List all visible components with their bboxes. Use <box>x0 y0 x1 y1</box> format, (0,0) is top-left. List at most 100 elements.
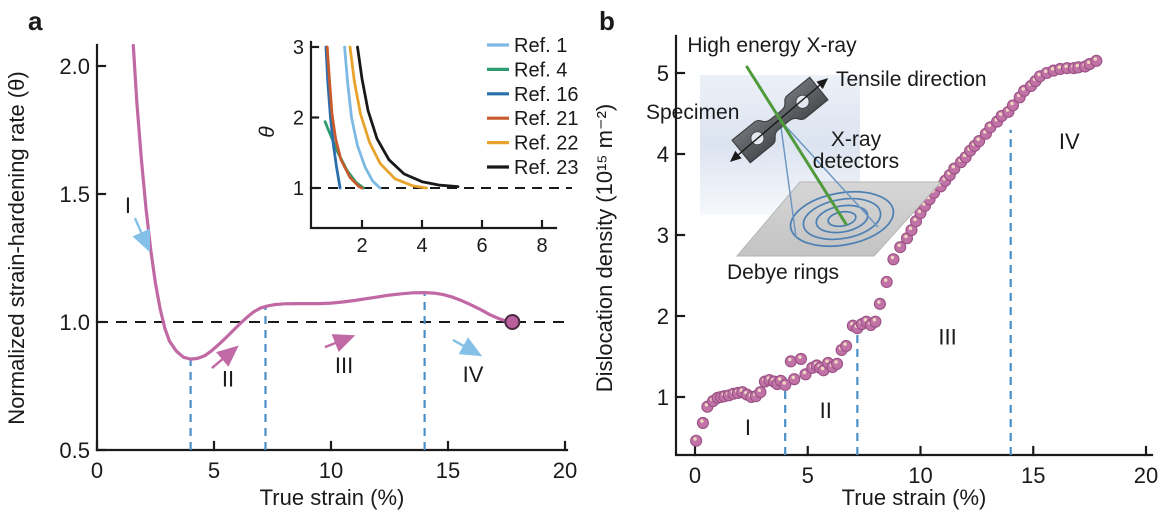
point-highlight <box>834 360 838 364</box>
dislocation-density-point <box>696 416 709 429</box>
point-highlight <box>1050 67 1055 71</box>
panel-a-x-tick-label: 15 <box>436 458 460 483</box>
xray-experiment-schematic: High energy X-ray Tensile direction Spec… <box>646 34 987 284</box>
point-highlight <box>1075 63 1080 68</box>
point-highlight <box>693 437 697 441</box>
point-highlight <box>877 300 881 304</box>
point-highlight <box>1064 64 1068 69</box>
point-highlight <box>782 381 786 385</box>
tensile-direction-label: Tensile direction <box>836 68 987 91</box>
curve-endpoint-marker <box>504 314 521 330</box>
stage-numeral: IV <box>1059 129 1080 154</box>
stage-numeral: II <box>222 366 234 391</box>
point-highlight <box>700 419 704 423</box>
legend-label: Ref. 1 <box>514 35 567 57</box>
dislocation-density-point <box>894 241 907 254</box>
stage-numeral: III <box>335 353 353 378</box>
stage-arrow <box>452 337 483 357</box>
panel-a-x-axis-title: True strain (%) <box>260 485 405 510</box>
point-highlight <box>757 388 762 393</box>
legend-label: Ref. 23 <box>514 157 578 179</box>
legend-label: Ref. 22 <box>514 133 578 155</box>
inset-y-tick-label: 3 <box>293 37 304 59</box>
point-highlight <box>791 375 795 380</box>
dislocation-density-point <box>754 386 767 399</box>
point-highlight <box>1057 65 1062 69</box>
inset-x-tick-label: 8 <box>536 235 547 257</box>
panel-b-x-tick-label: 0 <box>689 463 701 488</box>
inset-x-tick-label: 2 <box>356 235 367 257</box>
point-highlight <box>1044 69 1048 73</box>
point-highlight <box>843 342 847 346</box>
inset-curve-ref-21 <box>325 45 364 190</box>
dislocation-density-point <box>840 339 853 353</box>
stage-numeral: I <box>125 193 131 218</box>
point-highlight <box>704 403 709 407</box>
point-highlight <box>998 112 1003 116</box>
point-highlight <box>1086 60 1091 64</box>
point-highlight <box>951 165 956 169</box>
dislocation-density-point <box>1090 54 1103 67</box>
panel-b-y-tick-label: 2 <box>657 304 669 329</box>
point-highlight <box>908 226 913 231</box>
inset-x-tick-label: 4 <box>416 235 427 257</box>
stage-numeral: I <box>745 415 751 440</box>
panel-b-y-tick-label: 1 <box>657 385 669 410</box>
point-highlight <box>904 234 908 239</box>
dislocation-density-point <box>779 378 792 391</box>
stage-arrow <box>324 334 356 353</box>
point-highlight <box>820 366 825 371</box>
point-highlight <box>788 357 792 362</box>
panel-b-x-tick-label: 5 <box>802 463 814 488</box>
point-highlight <box>798 355 802 359</box>
stage-arrow <box>132 217 151 253</box>
panel-b-letter: b <box>599 6 615 36</box>
panel-b-x-tick-label: 15 <box>1021 463 1045 488</box>
panel-a-y-tick-label: 0.5 <box>59 438 90 463</box>
point-highlight <box>825 359 829 363</box>
inset-axes <box>309 40 558 230</box>
panel-a-x-tick-label: 10 <box>319 458 343 483</box>
panel-b-y-tick-label: 4 <box>657 142 669 167</box>
point-highlight <box>976 137 980 141</box>
inset-x-tick-label: 6 <box>476 235 487 257</box>
xray-detectors-label-line1: X-ray <box>831 128 882 151</box>
dislocation-density-point <box>973 134 986 148</box>
debye-rings-illustration <box>789 190 895 248</box>
dislocation-density-point <box>788 373 801 386</box>
panel-a-y-tick-label: 1.0 <box>59 310 90 335</box>
point-highlight <box>883 278 888 282</box>
panel-b-y-tick-label: 5 <box>657 61 669 86</box>
inset-curve-ref-22 <box>348 45 428 190</box>
panel-a-y-tick-label: 2.0 <box>59 54 90 79</box>
panel-a-x-tick-label: 0 <box>91 458 103 483</box>
point-highlight <box>913 217 917 222</box>
dislocation-density-point <box>1006 99 1020 112</box>
dislocation-density-point <box>880 275 893 289</box>
panel-b-x-tick-label: 10 <box>908 463 932 488</box>
dislocation-density-point <box>831 357 844 370</box>
dislocation-density-point <box>690 434 703 447</box>
panel-a-y-axis-title: Normalized strain-hardening rate (θ) <box>4 71 29 424</box>
point-highlight <box>872 318 877 322</box>
point-highlight <box>1010 101 1014 106</box>
dislocation-density-point <box>887 253 900 266</box>
inset-curve-ref-23 <box>356 45 460 188</box>
legend-label: Ref. 21 <box>514 108 578 130</box>
panel-b-y-tick-label: 3 <box>657 223 669 248</box>
strain-hardening-curve <box>131 43 514 361</box>
xray-detectors-label-line2: detectors <box>813 150 899 173</box>
panel-a-x-tick-label: 5 <box>208 458 220 483</box>
panel-b-x-tick-label: 20 <box>1134 463 1158 488</box>
stage-numeral: III <box>938 324 956 349</box>
legend-label: Ref. 16 <box>514 84 578 106</box>
dislocation-density-point <box>784 355 797 368</box>
inset-curve-ref-1 <box>343 45 382 190</box>
panel-a-x-tick-label: 20 <box>553 458 577 483</box>
specimen-label: Specimen <box>646 101 739 124</box>
point-highlight <box>1093 57 1098 61</box>
stage-numeral: IV <box>463 362 484 387</box>
